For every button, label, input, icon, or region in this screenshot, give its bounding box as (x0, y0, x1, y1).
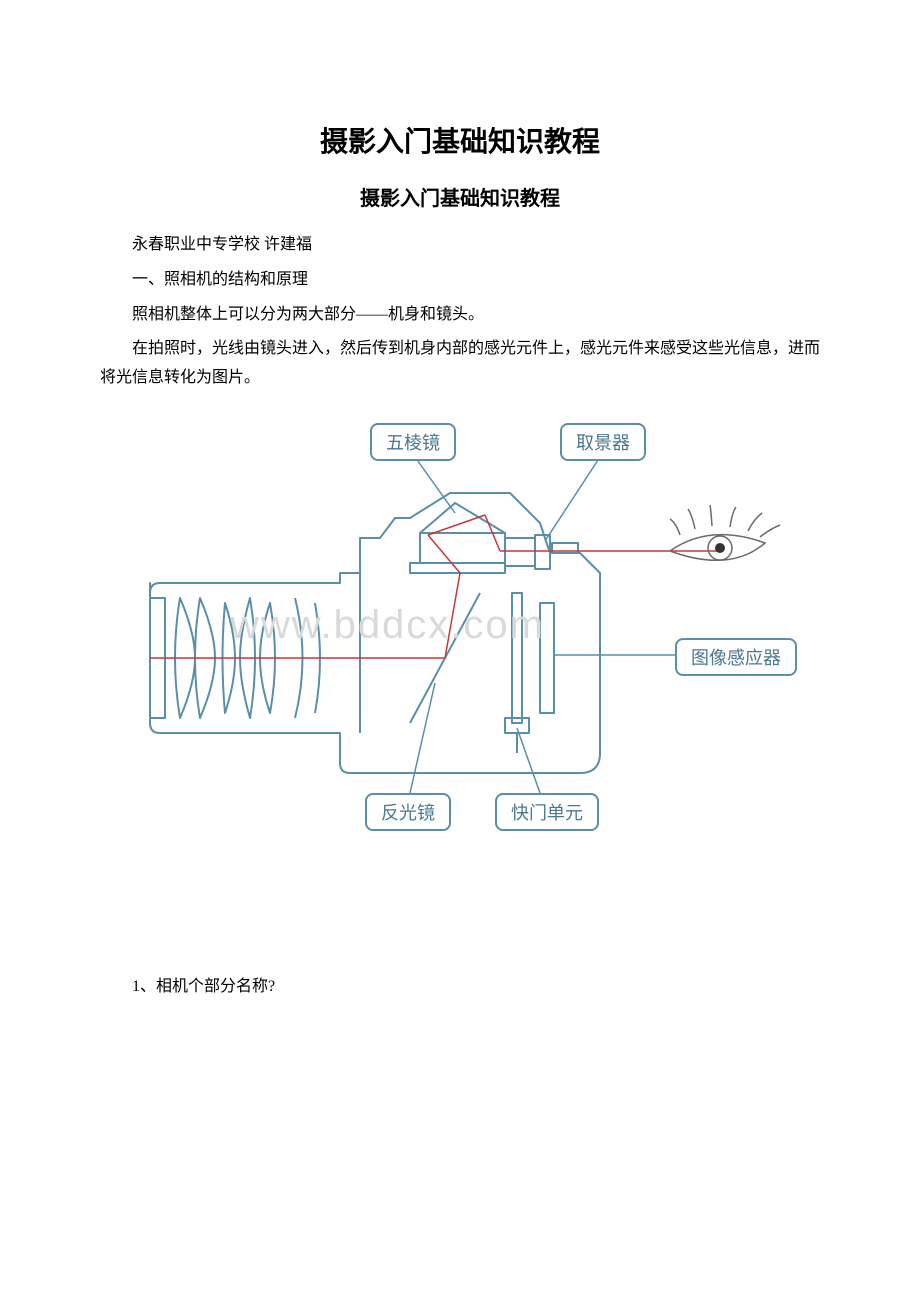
page-title: 摄影入门基础知识教程 (100, 120, 820, 160)
callout-image-sensor: 图像感应器 (675, 638, 797, 676)
question-1: 1、相机个部分名称? (100, 973, 820, 1002)
paragraph-2: 在拍照时，光线由镜头进入，然后传到机身内部的感光元件上，感光元件来感受这些光信息… (100, 335, 820, 393)
callout-mirror: 反光镜 (365, 793, 451, 831)
callout-shutter: 快门单元 (495, 793, 599, 831)
author-line: 永春职业中专学校 许建福 (100, 231, 820, 260)
paragraph-1: 照相机整体上可以分为两大部分——机身和镜头。 (100, 301, 820, 330)
callout-pentaprism: 五棱镜 (370, 423, 456, 461)
callout-viewfinder: 取景器 (560, 423, 646, 461)
camera-diagram: www.bddcx.com 五棱镜 取景器 图像感应器 反光镜 快门单元 (110, 423, 810, 853)
section-heading-1: 一、照相机的结构和原理 (100, 266, 820, 295)
page-subtitle: 摄影入门基础知识教程 (100, 182, 820, 211)
